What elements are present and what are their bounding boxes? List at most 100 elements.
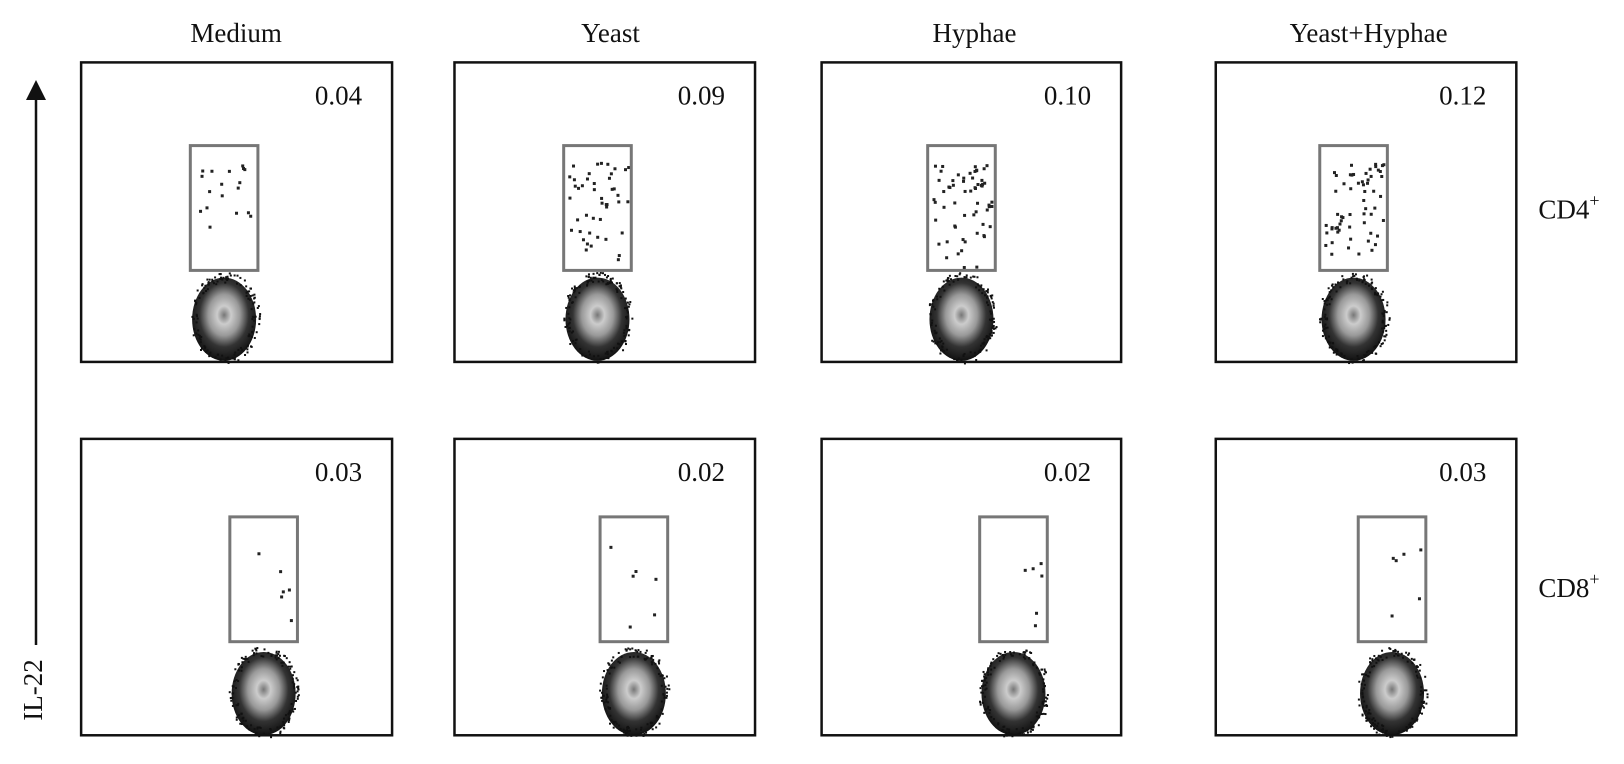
- cloud-dot: [1367, 711, 1370, 714]
- cloud-dot: [963, 352, 966, 355]
- cloud-dot: [622, 331, 625, 334]
- cloud-dot: [661, 674, 664, 677]
- event-dot: [972, 213, 976, 217]
- cloud-dot: [940, 349, 943, 352]
- cloud-dot: [634, 649, 637, 652]
- cloud-dot: [1385, 333, 1388, 336]
- cloud-dot: [624, 339, 627, 342]
- cloud-dot: [247, 335, 250, 338]
- cloud-dot: [612, 721, 615, 724]
- cloud-dot: [270, 653, 273, 656]
- cloud-dot: [249, 287, 252, 290]
- cloud-dot: [279, 725, 282, 728]
- cloud-dot: [247, 297, 250, 300]
- cloud-dot: [1022, 656, 1025, 659]
- event-dot: [572, 164, 576, 168]
- cloud-dot: [1364, 673, 1367, 676]
- cloud-dot: [617, 651, 620, 654]
- cloud-dot: [626, 315, 629, 318]
- cloud-dot: [195, 315, 198, 318]
- cloud-dot: [233, 274, 236, 277]
- event-dot: [592, 188, 596, 192]
- cloud-dot: [1374, 291, 1377, 294]
- cloud-dot: [292, 710, 295, 713]
- event-dot: [990, 204, 994, 208]
- cloud-dot: [1040, 713, 1043, 716]
- cloud-dot: [567, 323, 570, 326]
- cloud-dot: [208, 352, 211, 355]
- cloud-dot: [1340, 352, 1343, 355]
- cloud-dot: [932, 305, 935, 308]
- row-label-base: CD4: [1538, 195, 1590, 225]
- event-dot: [281, 590, 285, 594]
- cloud-dot: [1365, 706, 1368, 709]
- cloud-dot: [991, 317, 994, 320]
- cloud-dot: [1038, 672, 1041, 675]
- cloud-dot: [1335, 348, 1338, 351]
- event-dot: [1366, 181, 1370, 185]
- cloud-dot: [973, 275, 976, 278]
- cloud-dot: [1003, 655, 1006, 658]
- panel: 0.10: [820, 61, 1123, 365]
- cloud-dot: [942, 280, 945, 283]
- cloud-dot: [622, 728, 625, 731]
- gate: [188, 144, 260, 272]
- event-dot: [975, 168, 979, 172]
- event-dot: [617, 200, 621, 204]
- cloud-dot: [1328, 303, 1331, 306]
- cloud-dot: [1041, 700, 1044, 703]
- cloud-dot: [246, 348, 249, 351]
- event-dot: [1417, 597, 1421, 601]
- cloud-dot: [586, 284, 589, 287]
- panel-frame: [79, 437, 394, 737]
- cloud-dot: [1382, 330, 1385, 333]
- cloud-dot: [578, 291, 581, 294]
- cloud-dot: [600, 278, 603, 281]
- cloud-dot: [282, 722, 285, 725]
- cloud-dot: [1373, 727, 1376, 730]
- cloud-dot: [564, 325, 567, 328]
- cloud-dot: [1330, 289, 1333, 292]
- event-dot: [1380, 164, 1384, 168]
- cloud-dot: [1374, 293, 1377, 296]
- event-dot: [626, 200, 630, 204]
- cloud-dot: [1002, 657, 1005, 660]
- cloud-dot: [241, 661, 244, 664]
- cloud-dot: [612, 726, 615, 729]
- cloud-dot: [245, 285, 248, 288]
- cloud-dot: [270, 736, 273, 739]
- cloud-dot: [1030, 721, 1033, 724]
- cloud-dot: [1370, 725, 1373, 728]
- cloud-dot: [201, 283, 204, 286]
- cloud-dot: [639, 728, 642, 731]
- cloud-dot: [278, 654, 281, 657]
- cloud-dot: [651, 728, 654, 731]
- cloud-dot: [667, 684, 670, 687]
- cloud-dot: [1385, 656, 1388, 659]
- cloud-dot: [221, 278, 224, 281]
- cloud-dot: [297, 685, 300, 688]
- cloud-dot: [568, 306, 571, 309]
- cloud-dot: [572, 291, 575, 294]
- event-dot: [1035, 611, 1039, 615]
- cloud-dot: [239, 722, 242, 725]
- cloud-dot: [981, 342, 984, 345]
- cloud-dot: [1398, 730, 1401, 733]
- cloud-dot: [596, 272, 599, 275]
- cloud-dot: [203, 345, 206, 348]
- event-dot: [981, 222, 985, 226]
- cloud-dot: [1377, 722, 1380, 725]
- cloud-dot: [628, 303, 631, 306]
- cloud-dot: [197, 329, 200, 332]
- event-dot: [584, 248, 588, 252]
- event-dot: [1338, 222, 1342, 226]
- cloud-dot: [1038, 706, 1041, 709]
- cloud-dot: [235, 704, 238, 707]
- event-dot: [1369, 174, 1373, 178]
- cloud-dot: [287, 721, 290, 724]
- cloud-dot: [578, 286, 581, 289]
- cloud-dot: [1410, 657, 1413, 660]
- cloud-dot: [606, 695, 609, 698]
- gate-percentage: 0.09: [678, 81, 725, 111]
- event-dot: [988, 225, 992, 229]
